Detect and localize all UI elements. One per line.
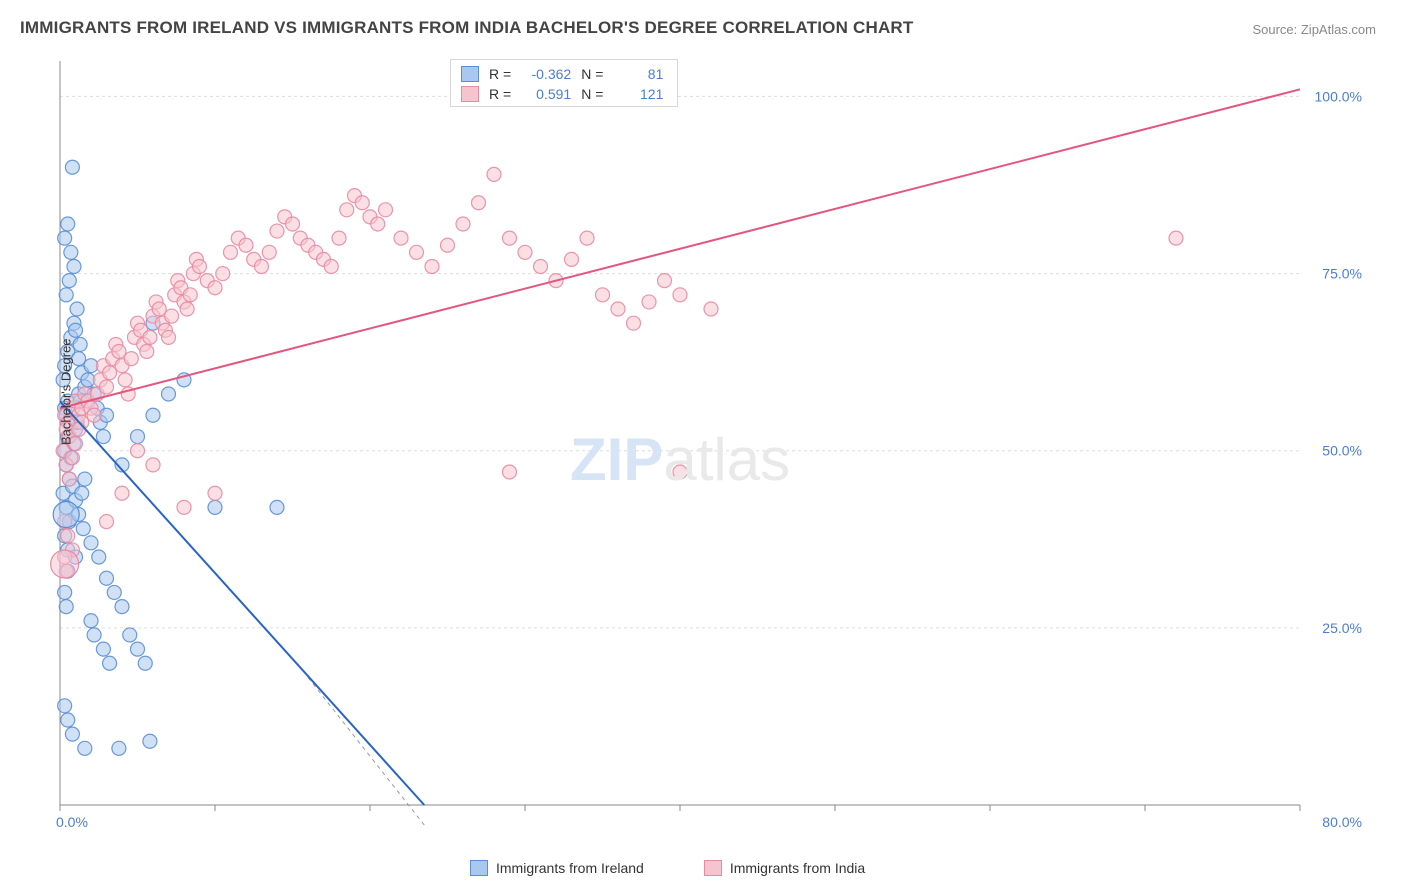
plot-area: 25.0% 50.0% 75.0% 100.0% 0.0% 80.0% Bachelor'… <box>50 55 1370 835</box>
legend-n-label-ireland: N = <box>581 64 603 84</box>
legend-label-ireland: Immigrants from Ireland <box>496 860 644 876</box>
legend-r-label-ireland: R = <box>489 64 511 84</box>
svg-text:80.0%: 80.0% <box>1322 814 1362 830</box>
legend-r-label-india: R = <box>489 84 511 104</box>
legend-r-value-india: 0.591 <box>521 84 571 104</box>
legend-n-label-india: N = <box>581 84 603 104</box>
source-prefix: Source: <box>1252 22 1300 37</box>
svg-text:100.0%: 100.0% <box>1315 88 1362 104</box>
chart-svg: 25.0% 50.0% 75.0% 100.0% 0.0% 80.0% <box>50 55 1370 835</box>
y-axis-label: Bachelor's Degree <box>59 338 74 445</box>
legend-swatch-india <box>461 86 479 102</box>
legend-row-india: R = 0.591 N = 121 <box>461 84 663 104</box>
correlation-legend: R = -0.362 N = 81 R = 0.591 N = 121 <box>450 59 678 107</box>
source-name: ZipAtlas.com <box>1301 22 1376 37</box>
legend-row-ireland: R = -0.362 N = 81 <box>461 64 663 84</box>
svg-text:50.0%: 50.0% <box>1322 443 1362 459</box>
svg-text:75.0%: 75.0% <box>1322 266 1362 282</box>
legend-swatch-india-bottom <box>704 860 722 876</box>
svg-text:25.0%: 25.0% <box>1322 620 1362 636</box>
chart-title: IMMIGRANTS FROM IRELAND VS IMMIGRANTS FR… <box>20 18 914 38</box>
legend-label-india: Immigrants from India <box>730 860 865 876</box>
source-label: Source: ZipAtlas.com <box>1252 22 1376 37</box>
legend-r-value-ireland: -0.362 <box>521 64 571 84</box>
legend-item-ireland: Immigrants from Ireland <box>470 860 644 876</box>
legend-swatch-ireland <box>461 66 479 82</box>
legend-n-value-ireland: 81 <box>613 64 663 84</box>
legend-n-value-india: 121 <box>613 84 663 104</box>
svg-text:0.0%: 0.0% <box>56 814 88 830</box>
legend-item-india: Immigrants from India <box>704 860 865 876</box>
legend-swatch-ireland-bottom <box>470 860 488 876</box>
chart-container: IMMIGRANTS FROM IRELAND VS IMMIGRANTS FR… <box>0 0 1406 892</box>
series-legend: Immigrants from Ireland Immigrants from … <box>470 860 865 876</box>
